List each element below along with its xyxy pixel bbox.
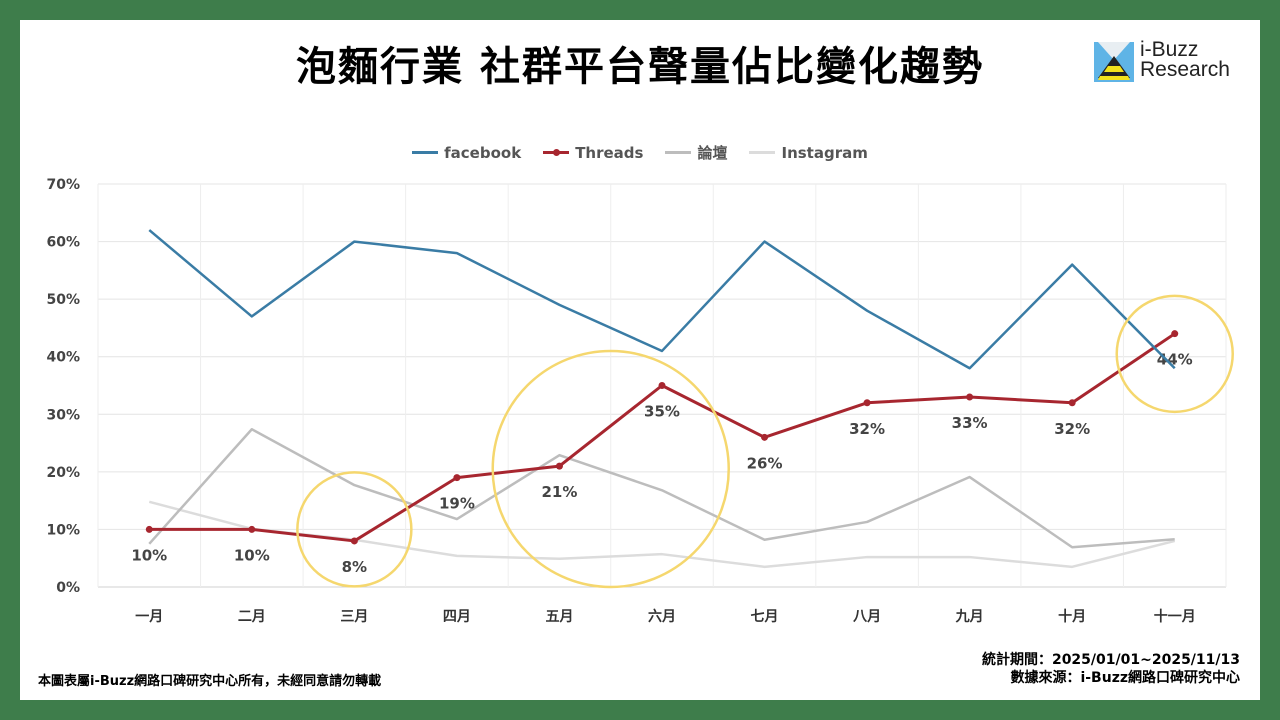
data-point [966,393,974,401]
y-tick-label: 10% [46,522,80,538]
legend-label: Instagram [781,143,868,162]
data-label: 19% [439,495,475,513]
legend-swatch [543,149,570,156]
legend-item-facebook: facebook [412,142,521,163]
highlight-circle [1115,294,1234,414]
source-text: 數據來源：i-Buzz網路口碑研究中心 [1010,670,1240,686]
logo-line2: Research [1140,58,1230,81]
x-tick-label: 十月 [1058,608,1086,625]
y-tick-label: 60% [46,235,80,251]
logo-line1: i-Buzz [1140,38,1199,61]
data-point [1068,399,1076,407]
y-tick-label: 40% [46,350,80,366]
data-label: 10% [131,546,167,564]
data-label: 32% [1054,420,1090,438]
legend-item-Instagram: Instagram [749,142,868,163]
data-point [1171,330,1179,338]
data-label: 32% [849,420,885,438]
data-point [248,525,256,533]
data-label: 10% [234,546,270,564]
data-point [555,462,563,470]
x-tick-label: 七月 [751,609,779,625]
chart-legend: facebook Threads 論壇 Instagram [0,142,1280,163]
copyright-note: 本圖表屬i-Buzz網路口碑研究中心所有，未經同意請勿轉載 [38,674,382,689]
legend-item-Threads: Threads [543,142,643,163]
highlight-circle [491,349,730,589]
y-tick-label: 70% [46,177,80,193]
ibuzz-logo: i-Buzz Research [1094,38,1254,84]
data-point [453,474,461,482]
data-label: 35% [644,403,680,421]
x-tick-label: 九月 [955,609,984,625]
period-text: 統計期間：2025/01/01~2025/11/13 [981,652,1240,668]
x-tick-label: 十一月 [1154,608,1196,625]
legend-item-論壇: 論壇 [665,142,727,163]
data-label: 26% [747,454,783,472]
legend-swatch [665,151,692,154]
legend-label: Threads [575,143,644,162]
data-label: 8% [342,558,367,576]
legend-swatch [749,151,776,154]
data-point [863,399,871,407]
y-tick-label: 0% [56,580,80,596]
logo-icon [1094,42,1134,82]
data-point [350,537,358,545]
x-tick-label: 二月 [238,609,266,625]
highlight-circle [296,471,413,588]
data-point [145,525,153,533]
x-tick-label: 四月 [443,609,471,625]
x-tick-label: 六月 [648,608,676,625]
series-line-facebook [148,229,1176,370]
x-tick-label: 三月 [340,609,368,625]
x-tick-label: 五月 [545,609,573,625]
source-note: 統計期間：2025/01/01~2025/11/13 數據來源：i-Buzz網路… [982,651,1240,687]
data-point [658,382,666,389]
page-title: 泡麵行業 社群平台聲量佔比變化趨勢 [296,44,984,90]
data-label: 33% [952,414,988,432]
x-tick-label: 八月 [852,609,881,625]
y-tick-label: 50% [46,292,80,308]
data-label: 21% [542,483,578,501]
data-point [761,433,769,441]
legend-label: facebook [444,143,522,162]
legend-swatch [412,151,439,154]
x-tick-label: 一月 [135,609,163,625]
y-tick-label: 20% [46,465,80,481]
legend-label: 論壇 [697,144,728,162]
series-line-論壇 [148,428,1175,549]
y-tick-label: 30% [46,407,80,423]
data-label: 44% [1157,351,1193,369]
